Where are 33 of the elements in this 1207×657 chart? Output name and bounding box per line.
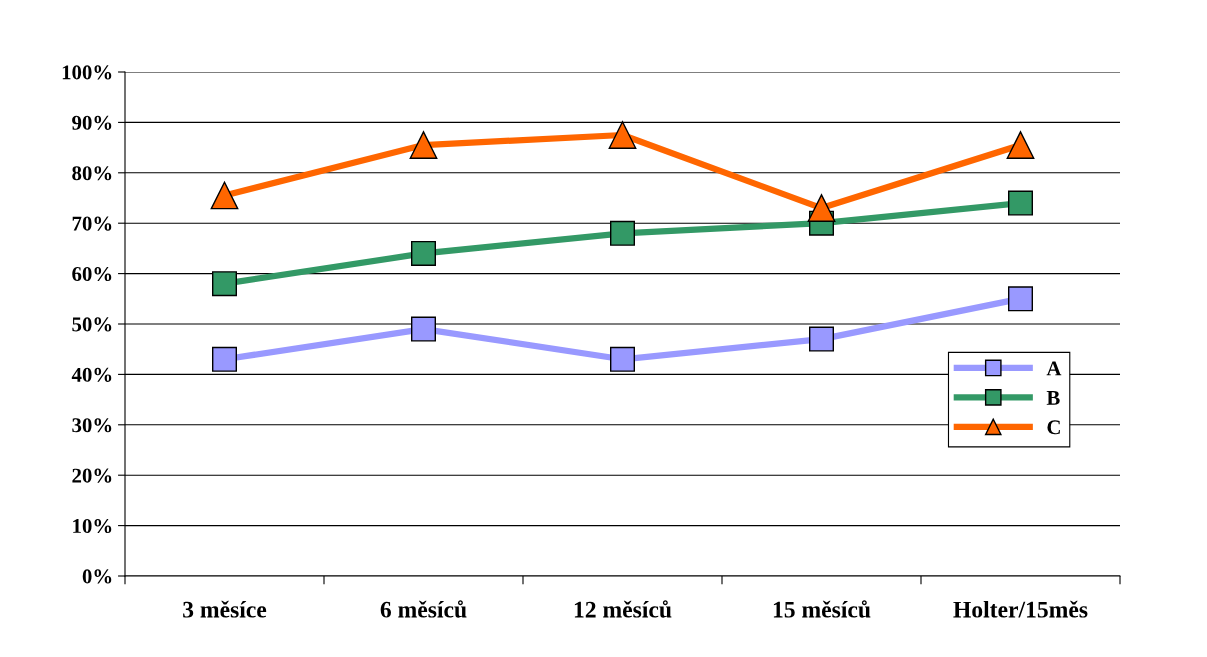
point bbox=[608, 121, 637, 149]
point bbox=[609, 220, 636, 246]
point bbox=[409, 131, 438, 159]
x-tick-label: 15 měsíců bbox=[773, 600, 871, 618]
x-tick-label: 12 měsíců bbox=[574, 600, 672, 618]
point bbox=[1007, 190, 1034, 216]
point bbox=[807, 194, 836, 222]
y-tick-label: 90% bbox=[72, 115, 112, 130]
point bbox=[609, 346, 636, 372]
point bbox=[211, 271, 238, 297]
y-tick-label: 20% bbox=[72, 468, 112, 483]
point bbox=[211, 346, 238, 372]
point bbox=[210, 181, 239, 210]
legend-label: C bbox=[1047, 420, 1060, 435]
y-tick-label: 0% bbox=[82, 569, 112, 584]
x-tick-label: Holter/15měs bbox=[953, 600, 1088, 618]
point bbox=[808, 326, 835, 352]
y-tick-label: 70% bbox=[72, 216, 112, 231]
point bbox=[410, 316, 437, 342]
y-tick-label: 30% bbox=[72, 418, 112, 433]
x-tick-label: 6 měsíců bbox=[380, 600, 467, 618]
point bbox=[1006, 131, 1035, 159]
point bbox=[1007, 286, 1034, 312]
y-tick-label: 80% bbox=[72, 166, 112, 181]
y-tick-label: 40% bbox=[71, 367, 112, 382]
y-tick-label: 50% bbox=[72, 317, 112, 332]
x-tick-label: 3 měsíce bbox=[183, 600, 267, 618]
legend-label: B bbox=[1046, 391, 1060, 405]
y-tick-label: 100% bbox=[62, 65, 112, 80]
y-tick-label: 60% bbox=[72, 266, 112, 282]
legend-label: A bbox=[1046, 361, 1062, 376]
y-tick-label: 10% bbox=[73, 518, 112, 534]
point bbox=[410, 240, 437, 266]
